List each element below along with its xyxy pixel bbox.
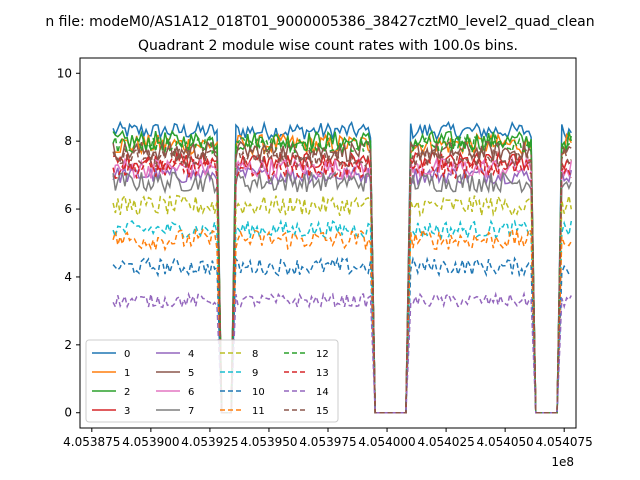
- legend-box: [85, 339, 339, 423]
- x-tick-label: 4.053875: [63, 435, 120, 449]
- series-line-15: [112, 145, 572, 414]
- legend-label-6: 6: [188, 387, 194, 398]
- x-tick-label: 4.053925: [181, 435, 238, 449]
- legend-label-11: 11: [252, 406, 265, 417]
- legend-label-5: 5: [188, 368, 194, 379]
- figure-suptitle: n file: modeM0/AS1A12_018T01_9000005386_…: [45, 14, 594, 30]
- legend-label-8: 8: [252, 349, 258, 360]
- legend-label-14: 14: [316, 387, 329, 398]
- y-tick-label: 8: [64, 134, 72, 148]
- x-tick-label: 4.054050: [477, 435, 534, 449]
- series-line-13: [112, 155, 572, 414]
- legend-label-1: 1: [124, 368, 130, 379]
- x-tick-label: 4.054025: [417, 435, 474, 449]
- x-tick-label: 4.053975: [299, 435, 356, 449]
- axes-layer: 4.053875 4.053900 4.053925 4.053950 4.053975…: [57, 57, 593, 449]
- legend-label-13: 13: [316, 368, 329, 379]
- series-line-11: [112, 227, 572, 414]
- x-tick-label: 4.054075: [536, 435, 593, 449]
- series-line-12: [112, 133, 573, 414]
- legend-label-0: 0: [124, 349, 130, 360]
- x-tick-label: 4.053900: [122, 435, 179, 449]
- x-tick-label: 4.054000: [358, 435, 415, 449]
- series-line-9: [112, 218, 573, 414]
- legend-label-10: 10: [252, 387, 265, 398]
- series-line-6: [112, 156, 573, 414]
- y-tick-label: 6: [64, 202, 72, 216]
- chart-title: Quadrant 2 module wise count rates with …: [138, 38, 518, 54]
- legend-label-4: 4: [188, 349, 194, 360]
- y-tick-label: 0: [64, 406, 72, 420]
- legend-label-12: 12: [316, 349, 329, 360]
- legend-label-2: 2: [124, 387, 130, 398]
- x-offset-label: 1e8: [551, 455, 574, 469]
- x-tick-label: 4.053950: [240, 435, 297, 449]
- series-layer: [112, 120, 573, 414]
- y-tick-label: 4: [64, 270, 72, 284]
- legend-label-7: 7: [188, 406, 194, 417]
- y-tick-label: 10: [57, 66, 72, 80]
- legend-label-3: 3: [124, 406, 130, 417]
- y-tick-label: 2: [64, 338, 72, 352]
- series-line-10: [112, 256, 572, 414]
- legend-label-9: 9: [252, 368, 258, 379]
- legend-label-15: 15: [316, 406, 329, 417]
- series-line-7: [112, 170, 572, 414]
- series-line-8: [112, 194, 573, 414]
- series-line-14: [112, 291, 572, 414]
